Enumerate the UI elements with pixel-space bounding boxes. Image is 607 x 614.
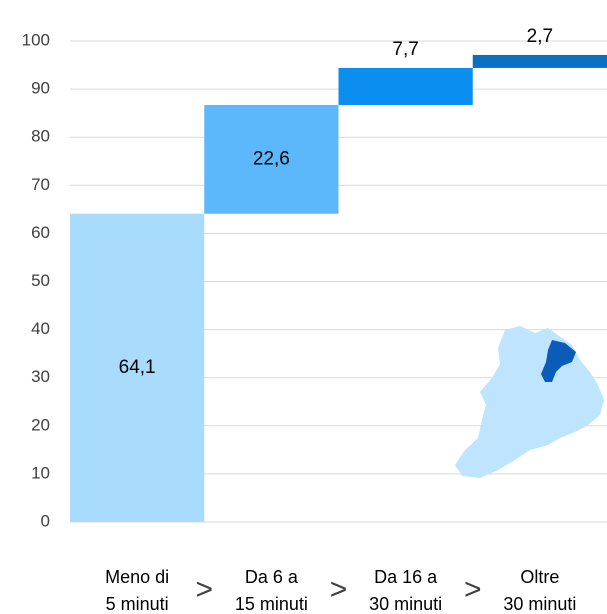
y-tick-label: 0 bbox=[41, 511, 50, 530]
data-label: 7,7 bbox=[392, 39, 418, 60]
bar bbox=[70, 213, 205, 522]
x-tick-label: 30 minuti bbox=[503, 594, 576, 614]
data-label: 2,7 bbox=[527, 26, 553, 47]
bar bbox=[204, 104, 339, 214]
x-tick-label: Meno di bbox=[105, 567, 169, 587]
data-label: 22,6 bbox=[253, 148, 290, 169]
separator: > bbox=[464, 573, 482, 606]
x-tick-label: Oltre bbox=[520, 567, 559, 587]
bar bbox=[472, 54, 607, 68]
x-tick-label: Da 6 a bbox=[245, 567, 299, 587]
region-map bbox=[455, 326, 604, 478]
y-tick-label: 70 bbox=[31, 175, 50, 194]
y-tick-label: 100 bbox=[22, 30, 50, 49]
separator: > bbox=[330, 573, 348, 606]
x-tick-label: 5 minuti bbox=[106, 594, 169, 614]
separator: > bbox=[195, 573, 213, 606]
y-tick-label: 80 bbox=[31, 127, 50, 146]
x-tick-label: 30 minuti bbox=[369, 594, 442, 614]
y-tick-label: 40 bbox=[31, 319, 50, 338]
data-label: 64,1 bbox=[119, 357, 156, 378]
y-tick-label: 30 bbox=[31, 367, 50, 386]
y-tick-label: 90 bbox=[31, 79, 50, 98]
map-highlight bbox=[541, 340, 576, 382]
y-tick-label: 10 bbox=[31, 463, 50, 482]
y-tick-label: 50 bbox=[31, 271, 50, 290]
bar bbox=[338, 67, 473, 105]
map-area bbox=[455, 326, 604, 478]
y-tick-label: 60 bbox=[31, 223, 50, 242]
x-tick-label: 15 minuti bbox=[235, 594, 308, 614]
x-tick-label: Da 16 a bbox=[374, 567, 438, 587]
y-tick-label: 20 bbox=[31, 415, 50, 434]
